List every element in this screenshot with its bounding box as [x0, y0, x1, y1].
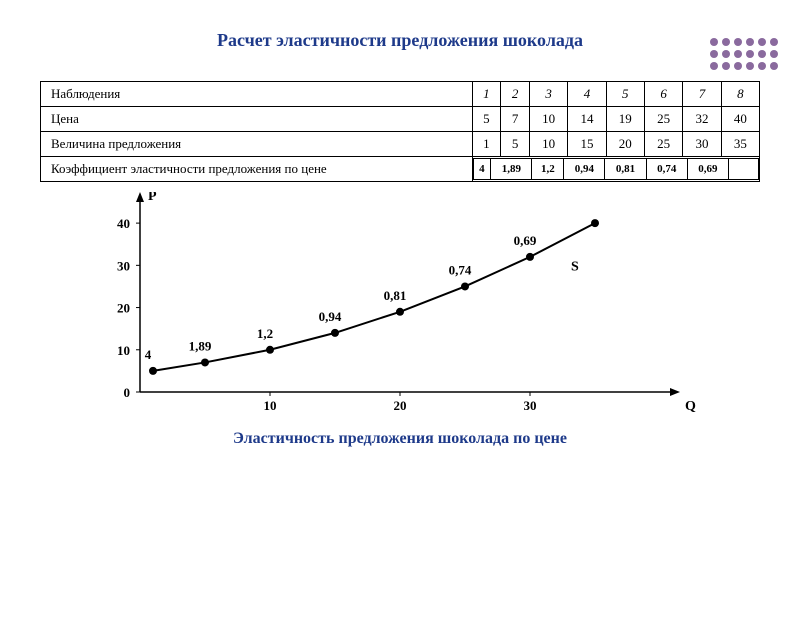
svg-text:0,69: 0,69	[514, 233, 537, 248]
cell-2-3: 15	[568, 132, 606, 157]
cell-2-7: 35	[721, 132, 759, 157]
cell-2-2: 10	[529, 132, 567, 157]
page-title: Расчет эластичности предложения шоколада	[0, 30, 800, 51]
cell-0-7: 8	[721, 82, 759, 107]
cell-2-0: 1	[472, 132, 501, 157]
cell-2-1: 5	[501, 132, 530, 157]
coef-value-5: 0,74	[646, 159, 687, 180]
svg-text:30: 30	[117, 258, 130, 273]
svg-text:20: 20	[394, 398, 407, 413]
cell-0-6: 7	[683, 82, 721, 107]
cell-0-3: 4	[568, 82, 606, 107]
cell-1-3: 14	[568, 107, 606, 132]
svg-text:P: P	[148, 192, 157, 204]
cell-1-4: 19	[606, 107, 644, 132]
svg-text:40: 40	[117, 216, 130, 231]
cell-0-0: 1	[472, 82, 501, 107]
svg-text:1,2: 1,2	[257, 326, 273, 341]
row-label-1: Цена	[41, 107, 473, 132]
svg-text:10: 10	[117, 343, 130, 358]
coef-value-4: 0,81	[605, 159, 646, 180]
coef-value-2: 1,2	[532, 159, 564, 180]
row-label-2: Величина предложения	[41, 132, 473, 157]
svg-text:Q: Q	[685, 399, 696, 414]
cell-1-7: 40	[721, 107, 759, 132]
cell-2-6: 30	[683, 132, 721, 157]
coef-empty	[729, 159, 759, 180]
row-label-0: Наблюдения	[41, 82, 473, 107]
coef-value-1: 1,89	[491, 159, 532, 180]
svg-text:10: 10	[264, 398, 277, 413]
svg-text:S: S	[571, 259, 579, 274]
supply-chart: 0 10 20 30 40 10 20 30 4 1,89 1,2 0,94 0,81 0,74 0,69 P…	[100, 192, 740, 422]
svg-text:0: 0	[124, 385, 131, 400]
cell-1-0: 5	[472, 107, 501, 132]
svg-text:0,94: 0,94	[319, 309, 342, 324]
svg-text:1,89: 1,89	[189, 338, 212, 353]
cell-1-5: 25	[644, 107, 682, 132]
svg-text:30: 30	[524, 398, 537, 413]
coef-values-cell: 41,891,20,940,810,740,69	[472, 157, 759, 182]
chart-svg: 0 10 20 30 40 10 20 30 4 1,89 1,2 0,94 0,81 0,74 0,69 P…	[100, 192, 720, 422]
coef-value-0: 4	[473, 159, 491, 180]
cell-1-6: 32	[683, 107, 721, 132]
coef-label: Коэффициент эластичности предложения по …	[41, 157, 473, 182]
cell-0-5: 6	[644, 82, 682, 107]
cell-0-4: 5	[606, 82, 644, 107]
cell-1-1: 7	[501, 107, 530, 132]
svg-text:20: 20	[117, 301, 130, 316]
cell-1-2: 10	[529, 107, 567, 132]
data-table: Наблюдения12345678Цена57101419253240Вели…	[40, 81, 760, 182]
coef-value-6: 0,69	[687, 159, 728, 180]
cell-2-5: 25	[644, 132, 682, 157]
coef-value-3: 0,94	[564, 159, 605, 180]
chart-caption: Эластичность предложения шоколада по цен…	[0, 430, 800, 448]
svg-text:0,81: 0,81	[384, 288, 407, 303]
cell-2-4: 20	[606, 132, 644, 157]
cell-0-2: 3	[529, 82, 567, 107]
svg-text:4: 4	[145, 347, 152, 362]
decoration-dots	[710, 38, 780, 72]
cell-0-1: 2	[501, 82, 530, 107]
svg-text:0,74: 0,74	[449, 262, 472, 277]
